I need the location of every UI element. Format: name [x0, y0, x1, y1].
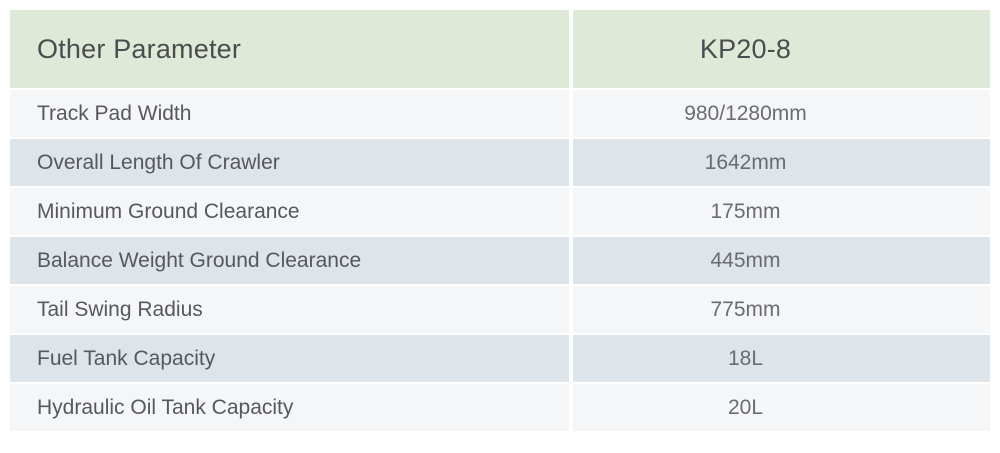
table-row: Balance Weight Ground Clearance 445mm: [10, 237, 990, 284]
parameter-name: Balance Weight Ground Clearance: [10, 237, 569, 284]
parameter-value: 775mm: [573, 286, 990, 333]
parameter-name: Fuel Tank Capacity: [10, 335, 569, 382]
parameter-value: 980/1280mm: [573, 90, 990, 137]
parameter-value: 175mm: [573, 188, 990, 235]
parameter-value: 18L: [573, 335, 990, 382]
parameter-name: Hydraulic Oil Tank Capacity: [10, 384, 569, 431]
spec-table: Other Parameter KP20-8 Track Pad Width 9…: [10, 10, 990, 433]
table-row: Fuel Tank Capacity 18L: [10, 335, 990, 382]
table-row: Hydraulic Oil Tank Capacity 20L: [10, 384, 990, 431]
parameter-value: 20L: [573, 384, 990, 431]
table-row: Minimum Ground Clearance 175mm: [10, 188, 990, 235]
header-model-label: KP20-8: [573, 10, 990, 88]
parameter-value: 445mm: [573, 237, 990, 284]
table-row: Overall Length Of Crawler 1642mm: [10, 139, 990, 186]
parameter-name: Minimum Ground Clearance: [10, 188, 569, 235]
table-row: Tail Swing Radius 775mm: [10, 286, 990, 333]
parameter-name: Tail Swing Radius: [10, 286, 569, 333]
table-row: Track Pad Width 980/1280mm: [10, 90, 990, 137]
parameter-name: Overall Length Of Crawler: [10, 139, 569, 186]
parameter-value: 1642mm: [573, 139, 990, 186]
table-header-row: Other Parameter KP20-8: [10, 10, 990, 88]
parameter-name: Track Pad Width: [10, 90, 569, 137]
header-parameter-label: Other Parameter: [10, 10, 569, 88]
